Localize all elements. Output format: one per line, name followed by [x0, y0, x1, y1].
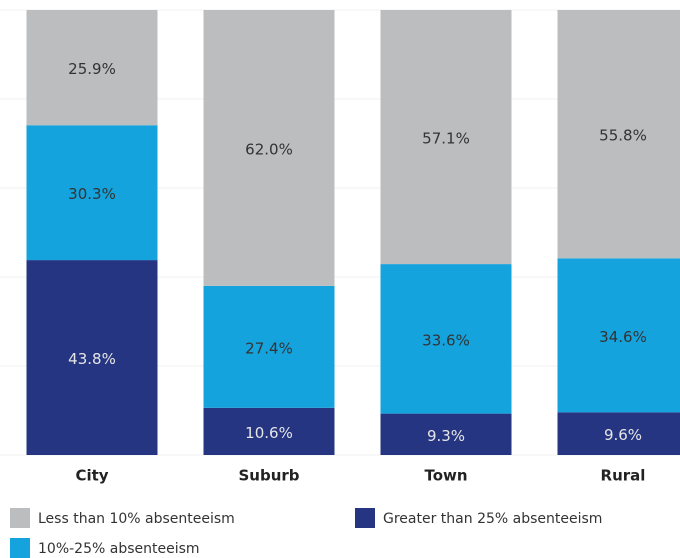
x-tick-label: City [75, 467, 108, 485]
value-label: 55.8% [599, 127, 647, 145]
value-label: 30.3% [68, 185, 116, 203]
legend-label: Less than 10% absenteeism [38, 511, 235, 527]
bar-segment [380, 413, 512, 455]
bar-segment [203, 407, 335, 455]
bar-segment [203, 10, 335, 286]
bar-segment [557, 412, 680, 455]
bar-segment [26, 260, 158, 455]
value-label: 62.0% [245, 140, 293, 158]
value-label: 9.3% [427, 427, 465, 445]
bar-segment [26, 10, 158, 126]
value-label: 25.9% [68, 60, 116, 78]
legend-swatch [10, 538, 30, 558]
value-label: 10.6% [245, 424, 293, 442]
value-label: 9.6% [604, 426, 642, 444]
legend-swatch [10, 508, 30, 528]
value-label: 33.6% [422, 331, 470, 349]
legend-label: Greater than 25% absenteeism [383, 511, 602, 527]
x-tick-label: Town [424, 467, 467, 485]
value-label: 57.1% [422, 130, 470, 148]
value-label: 34.6% [599, 328, 647, 346]
bar-segment [557, 258, 680, 413]
x-tick-label: Suburb [238, 467, 299, 485]
bar-segment [203, 285, 335, 408]
legend-swatch [355, 508, 375, 528]
value-label: 43.8% [68, 350, 116, 368]
legend-label: 10%-25% absenteeism [38, 541, 200, 557]
x-tick-label: Rural [601, 467, 646, 485]
bar-segment [26, 125, 158, 261]
value-label: 27.4% [245, 339, 293, 357]
bar-segment [557, 10, 680, 259]
bar-segment [380, 264, 512, 414]
bar-segment [380, 10, 512, 265]
